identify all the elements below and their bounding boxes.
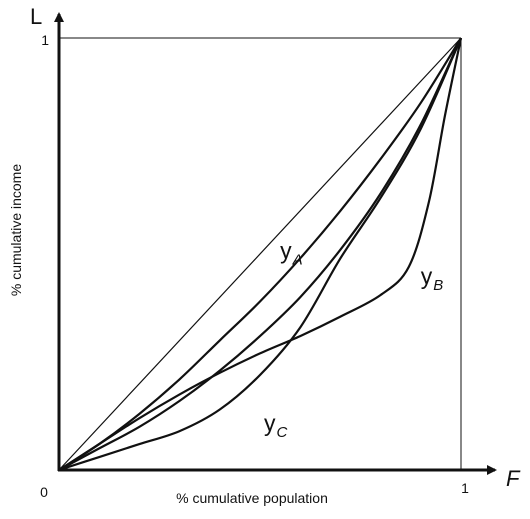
curve-label-subscript: B (433, 277, 443, 294)
series-line-equality (58, 37, 462, 471)
origin-label: 0 (40, 484, 48, 500)
curve-label-subscript: C (277, 424, 288, 441)
x-axis-letter: F (506, 466, 521, 491)
curve-label-yC: yC (264, 410, 288, 441)
curve-label-yB: yB (421, 263, 444, 294)
series-line-yC (58, 37, 463, 472)
series-line-yB (58, 37, 463, 471)
curve-label-yA: yA (280, 237, 303, 268)
x-tick-label: 1 (461, 480, 469, 496)
x-axis-title: % cumulative population (176, 490, 328, 506)
y-axis-letter: L (30, 4, 42, 29)
curve-label-subscript: A (292, 251, 303, 268)
y-tick-label: 1 (41, 32, 49, 48)
series-line-yA (58, 37, 462, 471)
curves-group (58, 37, 463, 472)
series-line-middle (58, 37, 462, 471)
y-axis-title: % cumulative income (8, 164, 24, 296)
